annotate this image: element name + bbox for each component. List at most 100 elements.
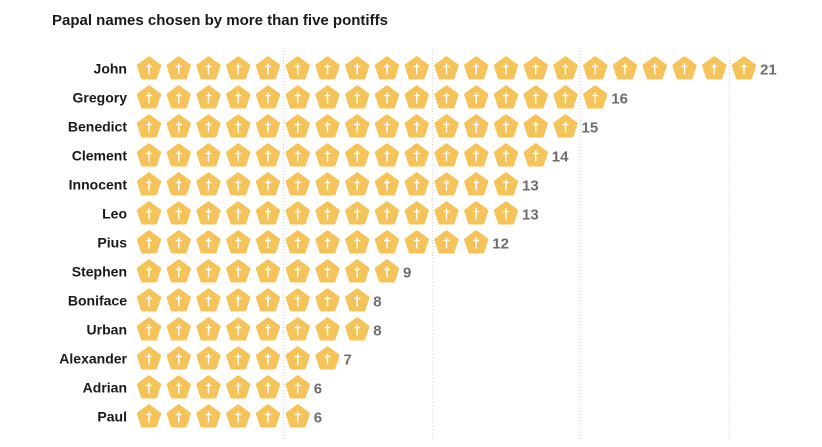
pentagon-cross-icon xyxy=(285,230,310,254)
pentagon-cross-icon xyxy=(523,143,548,167)
pentagon-cross-icon xyxy=(464,114,489,138)
pentagon-cross-icon xyxy=(315,317,340,341)
pentagon-cross-icon xyxy=(255,201,281,225)
pentagon-cross-icon xyxy=(255,85,281,109)
pentagon-cross-icon xyxy=(315,230,340,254)
chart-row: Pius 12 xyxy=(97,230,509,254)
pentagon-cross-icon xyxy=(255,317,281,341)
pentagon-cross-icon xyxy=(136,375,162,399)
pentagon-cross-icon xyxy=(285,56,310,80)
chart-title: Papal names chosen by more than five pon… xyxy=(52,12,388,29)
pentagon-cross-icon xyxy=(255,259,281,283)
pentagon-cross-icon xyxy=(166,85,191,109)
chart-row: Clement 14 xyxy=(72,143,569,167)
pentagon-cross-icon xyxy=(136,404,162,428)
pentagon-cross-icon xyxy=(196,259,221,283)
pentagon-cross-icon xyxy=(493,56,519,80)
category-label: Adrian xyxy=(83,380,127,396)
pentagon-cross-icon xyxy=(226,259,251,283)
data-value-label: 21 xyxy=(760,62,777,79)
pentagon-cross-icon xyxy=(345,201,370,225)
chart-row: John 21 xyxy=(94,56,777,80)
pentagon-cross-icon xyxy=(612,56,638,80)
pentagon-cross-icon xyxy=(374,85,400,109)
pentagon-cross-icon xyxy=(493,201,519,225)
pentagon-cross-icon xyxy=(523,114,548,138)
pentagon-cross-icon xyxy=(226,114,251,138)
category-label: Paul xyxy=(97,409,127,425)
pentagon-cross-icon xyxy=(374,201,400,225)
category-label: Alexander xyxy=(59,351,127,367)
pentagon-cross-icon xyxy=(255,230,281,254)
pentagon-cross-icon xyxy=(285,259,310,283)
pentagon-cross-icon xyxy=(166,375,191,399)
pentagon-cross-icon xyxy=(464,85,489,109)
pentagon-cross-icon xyxy=(226,85,251,109)
chart-row: Urban 8 xyxy=(87,317,382,341)
pentagon-cross-icon xyxy=(374,114,400,138)
pentagon-cross-icon xyxy=(315,288,340,312)
pentagon-cross-icon xyxy=(166,201,191,225)
pentagon-cross-icon xyxy=(553,114,578,138)
pentagon-cross-icon xyxy=(345,259,370,283)
category-label: Benedict xyxy=(68,119,127,135)
chart-row: Alexander 7 xyxy=(59,346,352,370)
pentagon-cross-icon xyxy=(285,375,310,399)
pentagon-cross-icon xyxy=(136,201,162,225)
chart-rows: John 21 Gregory 16 Benedict 15 Clement 14 Innoce… xyxy=(59,56,777,428)
category-label: Innocent xyxy=(69,177,128,193)
pentagon-cross-icon xyxy=(226,317,251,341)
category-label: Leo xyxy=(102,206,127,222)
pentagon-cross-icon xyxy=(196,172,221,196)
pentagon-cross-icon xyxy=(196,375,221,399)
pentagon-cross-icon xyxy=(255,404,281,428)
pentagon-cross-icon xyxy=(404,201,429,225)
pentagon-cross-icon xyxy=(196,317,221,341)
pentagon-cross-icon xyxy=(493,114,519,138)
pentagon-cross-icon xyxy=(345,85,370,109)
pentagon-cross-icon xyxy=(345,56,370,80)
pentagon-cross-icon xyxy=(285,85,310,109)
data-value-label: 8 xyxy=(373,323,381,340)
pentagon-cross-icon xyxy=(136,172,162,196)
data-value-label: 15 xyxy=(582,120,599,137)
pentagon-cross-icon xyxy=(583,56,608,80)
pentagon-cross-icon xyxy=(226,346,251,370)
data-value-label: 13 xyxy=(522,207,539,224)
pentagon-cross-icon xyxy=(404,56,429,80)
data-value-label: 7 xyxy=(344,352,352,369)
pentagon-cross-icon xyxy=(464,172,489,196)
data-value-label: 6 xyxy=(314,410,322,427)
pentagon-cross-icon xyxy=(315,143,340,167)
category-label: Pius xyxy=(97,235,127,251)
pentagon-cross-icon xyxy=(493,143,519,167)
pentagon-cross-icon xyxy=(672,56,697,80)
pentagon-cross-icon xyxy=(285,317,310,341)
pentagon-cross-icon xyxy=(285,114,310,138)
pentagon-cross-icon xyxy=(404,230,429,254)
pentagon-cross-icon xyxy=(434,85,459,109)
pentagon-cross-icon xyxy=(285,143,310,167)
chart-row: Paul 6 xyxy=(97,404,322,428)
pentagon-cross-icon xyxy=(583,85,608,109)
pentagon-cross-icon xyxy=(345,317,370,341)
pentagon-cross-icon xyxy=(196,114,221,138)
pentagon-cross-icon xyxy=(315,56,340,80)
pentagon-cross-icon xyxy=(166,259,191,283)
pentagon-cross-icon xyxy=(166,288,191,312)
pentagon-cross-icon xyxy=(226,288,251,312)
pentagon-cross-icon xyxy=(434,172,459,196)
pentagon-cross-icon xyxy=(255,172,281,196)
pentagon-cross-icon xyxy=(345,114,370,138)
pentagon-cross-icon xyxy=(553,85,578,109)
pentagon-cross-icon xyxy=(136,259,162,283)
pentagon-cross-icon xyxy=(136,85,162,109)
pentagon-cross-icon xyxy=(345,143,370,167)
pentagon-cross-icon xyxy=(166,172,191,196)
pentagon-cross-icon xyxy=(315,85,340,109)
pentagon-cross-icon xyxy=(731,56,757,80)
data-value-label: 6 xyxy=(314,381,322,398)
pentagon-cross-icon xyxy=(226,56,251,80)
pentagon-cross-icon xyxy=(404,143,429,167)
pentagon-cross-icon xyxy=(255,56,281,80)
